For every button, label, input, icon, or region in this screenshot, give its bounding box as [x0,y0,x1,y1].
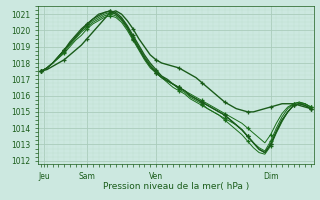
X-axis label: Pression niveau de la mer( hPa ): Pression niveau de la mer( hPa ) [103,182,249,191]
